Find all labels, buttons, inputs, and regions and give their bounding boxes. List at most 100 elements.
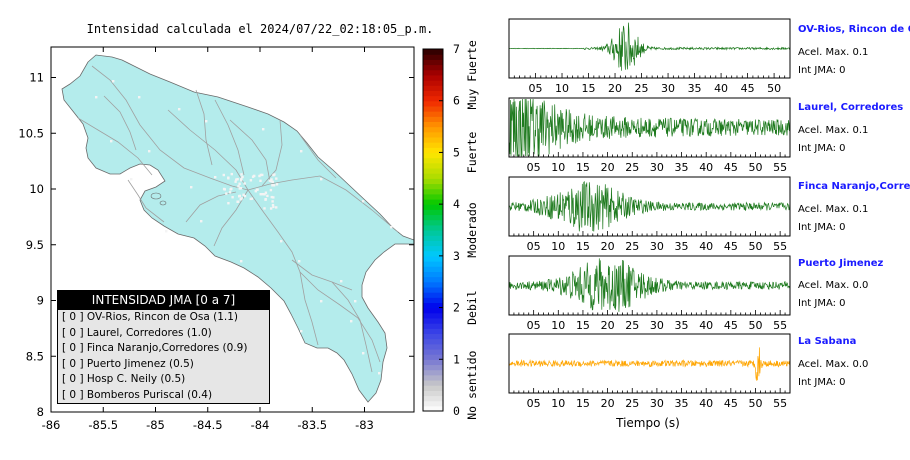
time-tick-label: 35	[675, 240, 689, 253]
city-marker	[264, 198, 267, 201]
colorbar-step	[423, 250, 443, 257]
town-marker	[298, 260, 301, 263]
waveform-panel: 05 10 15 20 25 30 35 40 45 50 55	[508, 333, 791, 410]
waveform-panel: 05 10 15 20 25 30 35 40 45 50 55	[508, 97, 791, 174]
city-marker	[236, 200, 240, 203]
time-tick-label: 25	[635, 82, 649, 95]
town-marker	[165, 230, 168, 233]
colorbar-step	[423, 85, 443, 91]
town-marker	[340, 280, 343, 283]
city-marker	[240, 197, 243, 200]
legend-header: INTENSIDAD JMA [0 a 7]	[58, 291, 269, 310]
x-tick-label: -86	[42, 418, 61, 432]
town-marker	[378, 372, 381, 375]
town-marker	[112, 80, 115, 83]
waveform-trace	[508, 22, 791, 71]
town-marker	[190, 186, 193, 189]
city-marker	[269, 179, 273, 183]
colorbar-category-label: Moderado	[465, 202, 479, 257]
legend-item: [ 0 ] Bomberos Puriscal (0.4)	[62, 388, 213, 401]
town-marker	[350, 320, 353, 323]
city-marker	[228, 191, 232, 194]
colorbar-step	[423, 286, 443, 293]
time-tick-label: 50	[748, 240, 762, 253]
waveform-panel: 05 10 15 20 25 30 35 40 45 50 55	[508, 255, 791, 332]
map-title: Intensidad calculada el 2024/07/22_02:18…	[86, 22, 434, 36]
waveform-trace	[508, 258, 791, 312]
time-tick-label: 55	[773, 161, 787, 174]
x-tick-label: -83	[355, 418, 374, 432]
town-marker	[138, 96, 141, 99]
colorbar-step	[423, 178, 443, 185]
colorbar-step	[423, 390, 443, 397]
city-marker	[231, 196, 234, 199]
colorbar-step	[423, 198, 443, 205]
city-marker	[230, 172, 233, 176]
time-tick-label: 15	[576, 161, 590, 174]
time-tick-label: 10	[555, 82, 569, 95]
colorbar-tick-label: 5	[453, 145, 460, 159]
y-tick-label: 8.5	[26, 349, 44, 363]
colorbar-tick-label: 2	[453, 301, 460, 315]
time-tick-label: 55	[773, 397, 787, 410]
time-tick-label: 40	[699, 397, 713, 410]
town-marker	[205, 120, 208, 123]
colorbar-step	[423, 312, 443, 319]
colorbar-step	[423, 136, 443, 143]
city-marker	[264, 191, 268, 194]
station-name: La Sabana	[798, 336, 857, 347]
colorbar-step	[423, 323, 443, 329]
colorbar-step	[423, 100, 443, 107]
colorbar-step	[423, 369, 443, 376]
colorbar-step	[423, 266, 443, 272]
colorbar-category-label: Fuerte	[465, 132, 479, 174]
colorbar-step	[423, 395, 443, 402]
road	[299, 134, 337, 179]
colorbar-step	[423, 317, 443, 324]
city-marker	[254, 190, 257, 193]
town-marker	[390, 226, 393, 229]
colorbar-step	[423, 183, 443, 190]
y-tick-label: 9.5	[26, 238, 44, 252]
time-tick-label: 05	[527, 161, 541, 174]
colorbar-step	[423, 400, 443, 407]
time-tick-label: 50	[748, 319, 762, 332]
colorbar-step	[423, 209, 443, 216]
city-marker	[271, 180, 274, 183]
y-tick-label: 10	[29, 182, 44, 196]
city-marker	[242, 193, 245, 196]
colorbar-step	[423, 240, 443, 247]
town-marker	[130, 178, 133, 181]
time-tick-label: 40	[699, 240, 713, 253]
colorbar-step	[423, 338, 443, 345]
city-marker	[263, 207, 266, 210]
road	[247, 175, 399, 233]
town-marker	[214, 176, 217, 179]
colorbar-step	[423, 64, 443, 71]
panel-frame	[508, 255, 791, 316]
time-tick-label: 05	[529, 82, 543, 95]
colorbar-step	[423, 131, 443, 138]
time-tick-label: 15	[576, 397, 590, 410]
road	[331, 281, 373, 373]
town-marker	[362, 200, 365, 203]
colorbar-step	[423, 292, 443, 298]
time-tick-label: 25	[625, 397, 639, 410]
station-accel: Acel. Max. 0.1	[798, 47, 869, 58]
town-marker	[300, 330, 303, 333]
city-marker	[237, 185, 240, 188]
time-tick-label: 55	[773, 319, 787, 332]
city-marker	[269, 188, 273, 192]
waveform-panel: 05 10 15 20 25 30 35 40 45 50	[508, 18, 791, 95]
legend-item: [ 0 ] OV-Rios, Rincon de Osa (1.1)	[62, 311, 239, 323]
colorbar-tick-label: 7	[453, 42, 460, 56]
colorbar-step	[423, 224, 443, 231]
time-tick-label: 10	[551, 161, 565, 174]
city-marker	[272, 205, 275, 209]
station-accel: Acel. Max. 0.1	[798, 204, 869, 215]
road	[214, 99, 245, 176]
city-marker	[271, 184, 274, 187]
colorbar-tick-label: 6	[453, 94, 460, 108]
colorbar-step	[423, 193, 443, 200]
colorbar-step	[423, 49, 443, 55]
